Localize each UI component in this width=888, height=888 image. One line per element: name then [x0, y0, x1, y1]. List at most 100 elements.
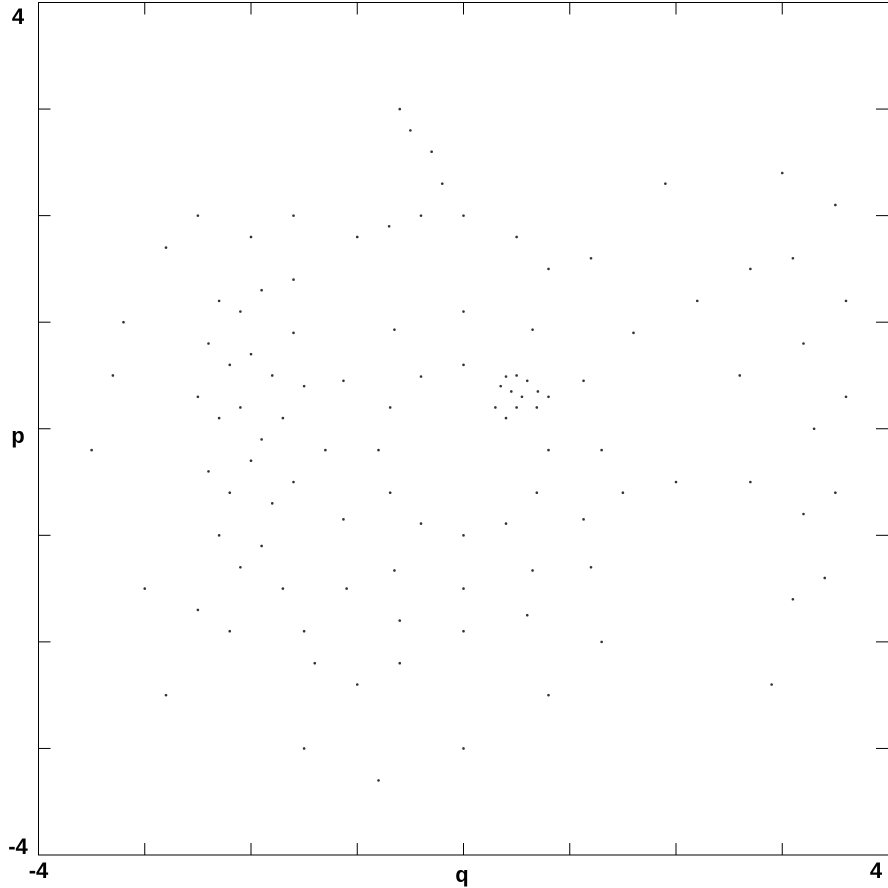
point	[355, 235, 359, 239]
point	[393, 569, 396, 572]
point	[589, 565, 593, 569]
point	[228, 491, 232, 494]
point	[621, 491, 625, 494]
point	[270, 374, 274, 377]
point	[504, 416, 508, 420]
point	[600, 448, 603, 452]
point	[802, 512, 805, 516]
point	[791, 597, 795, 601]
point	[812, 427, 816, 431]
point	[196, 395, 200, 399]
point	[292, 214, 295, 217]
point	[409, 129, 412, 132]
point	[260, 544, 263, 548]
point	[164, 693, 168, 697]
point	[302, 629, 306, 633]
point	[217, 299, 221, 303]
point	[582, 518, 585, 521]
x-tick-label: -4	[29, 858, 49, 883]
point	[419, 214, 423, 217]
point	[547, 448, 550, 452]
point	[111, 374, 115, 377]
point	[281, 587, 285, 590]
point	[531, 328, 534, 331]
point	[377, 779, 380, 782]
point	[600, 640, 603, 644]
point	[834, 491, 837, 494]
point	[196, 608, 200, 612]
point	[462, 214, 465, 217]
point	[419, 375, 423, 378]
y-tick-label: -4	[8, 834, 28, 859]
point	[536, 390, 540, 393]
point	[239, 406, 242, 409]
point	[281, 416, 285, 420]
point	[515, 374, 518, 377]
point	[217, 416, 221, 420]
plot-frame	[38, 2, 888, 856]
point	[802, 342, 805, 345]
point	[749, 480, 752, 484]
point	[547, 267, 550, 271]
point	[249, 459, 253, 463]
point	[377, 448, 380, 452]
point	[499, 384, 502, 388]
point	[844, 395, 848, 399]
point	[196, 214, 200, 217]
point	[270, 502, 274, 505]
point	[302, 384, 306, 388]
x-tick-label: 4	[870, 858, 883, 883]
point	[228, 629, 232, 633]
point	[143, 587, 147, 590]
point	[504, 522, 508, 525]
point	[738, 374, 742, 377]
point	[494, 406, 497, 409]
point	[510, 390, 513, 393]
point	[342, 379, 345, 383]
point	[547, 693, 550, 697]
point	[462, 310, 465, 313]
point	[313, 661, 317, 665]
point	[632, 331, 635, 335]
y-tick-label: 4	[12, 4, 25, 29]
point	[393, 328, 396, 331]
point	[780, 171, 784, 175]
point	[462, 747, 465, 750]
point	[531, 569, 534, 572]
point	[770, 683, 773, 686]
point	[515, 235, 518, 239]
point	[674, 480, 678, 484]
point	[292, 480, 295, 484]
point	[462, 363, 465, 367]
point	[260, 438, 263, 441]
point	[834, 203, 837, 207]
point	[207, 342, 210, 345]
point	[515, 406, 518, 409]
point	[430, 150, 433, 153]
point	[664, 182, 667, 185]
point	[823, 576, 827, 580]
point	[249, 235, 253, 239]
point	[440, 182, 444, 185]
point	[324, 448, 327, 452]
point	[387, 224, 391, 228]
point	[547, 395, 550, 399]
point	[398, 619, 402, 622]
point	[355, 683, 359, 686]
y-axis-label: p	[11, 423, 24, 448]
point	[520, 395, 524, 399]
point	[749, 267, 752, 271]
point	[791, 256, 795, 260]
point	[292, 331, 295, 335]
point	[535, 491, 539, 494]
point	[462, 629, 465, 633]
point	[239, 310, 242, 313]
point	[582, 379, 585, 383]
point	[589, 256, 593, 260]
point	[695, 299, 699, 303]
point	[207, 470, 210, 473]
point	[398, 107, 402, 111]
point	[419, 522, 423, 525]
point	[292, 278, 295, 281]
